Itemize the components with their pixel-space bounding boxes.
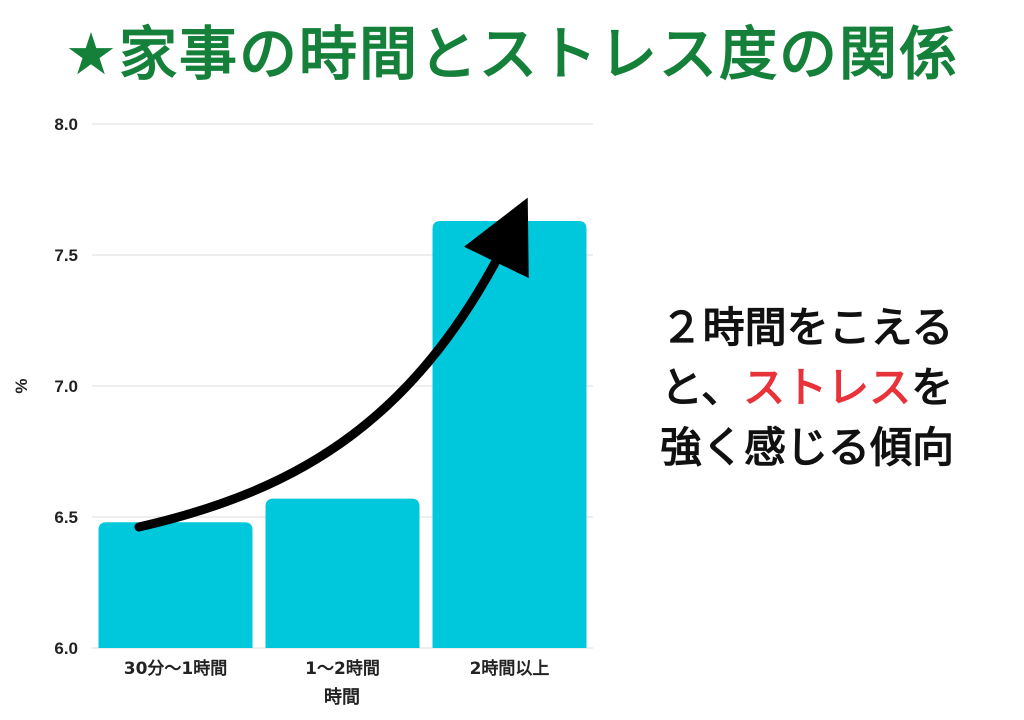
annotation-line-2-after: を — [911, 363, 954, 412]
bar — [432, 220, 587, 648]
annotation-line-3: 強く感じる傾向 — [659, 423, 954, 472]
bars — [98, 220, 587, 648]
trend-arrow — [134, 197, 529, 532]
y-tick-label: 8.0 — [54, 115, 78, 134]
x-axis-label: 時間 — [324, 687, 360, 708]
y-tick-label: 6.0 — [54, 639, 78, 658]
x-tick-label: 2時間以上 — [470, 658, 550, 679]
bar — [98, 522, 253, 648]
y-tick-label: 6.5 — [54, 508, 78, 527]
page-title: ★家事の時間とストレス度の関係 — [65, 20, 959, 88]
bar-chart: 6.0 6.5 7.0 7.5 8.0 30分〜1時間 1〜2時間 2時間以上 % 時間 — [12, 115, 593, 708]
x-tick-label: 1〜2時間 — [305, 658, 380, 679]
x-axis-ticks: 30分〜1時間 1〜2時間 2時間以上 — [124, 658, 550, 679]
annotation-line-2-before: と、 — [660, 363, 744, 412]
y-tick-label: 7.0 — [54, 377, 78, 396]
annotation-highlight: ストレス — [743, 363, 912, 412]
bar — [265, 498, 420, 648]
annotation-line-1: ２時間をこえる — [660, 303, 954, 352]
annotation-text: ２時間をこえる と、ストレスを 強く感じる傾向 — [612, 298, 1002, 478]
x-tick-label: 30分〜1時間 — [124, 658, 228, 679]
y-axis-ticks: 6.0 6.5 7.0 7.5 8.0 — [54, 115, 78, 658]
y-axis-label: % — [12, 378, 31, 393]
y-tick-label: 7.5 — [54, 246, 78, 265]
annotation-line-2: と、ストレスを — [612, 358, 1002, 418]
